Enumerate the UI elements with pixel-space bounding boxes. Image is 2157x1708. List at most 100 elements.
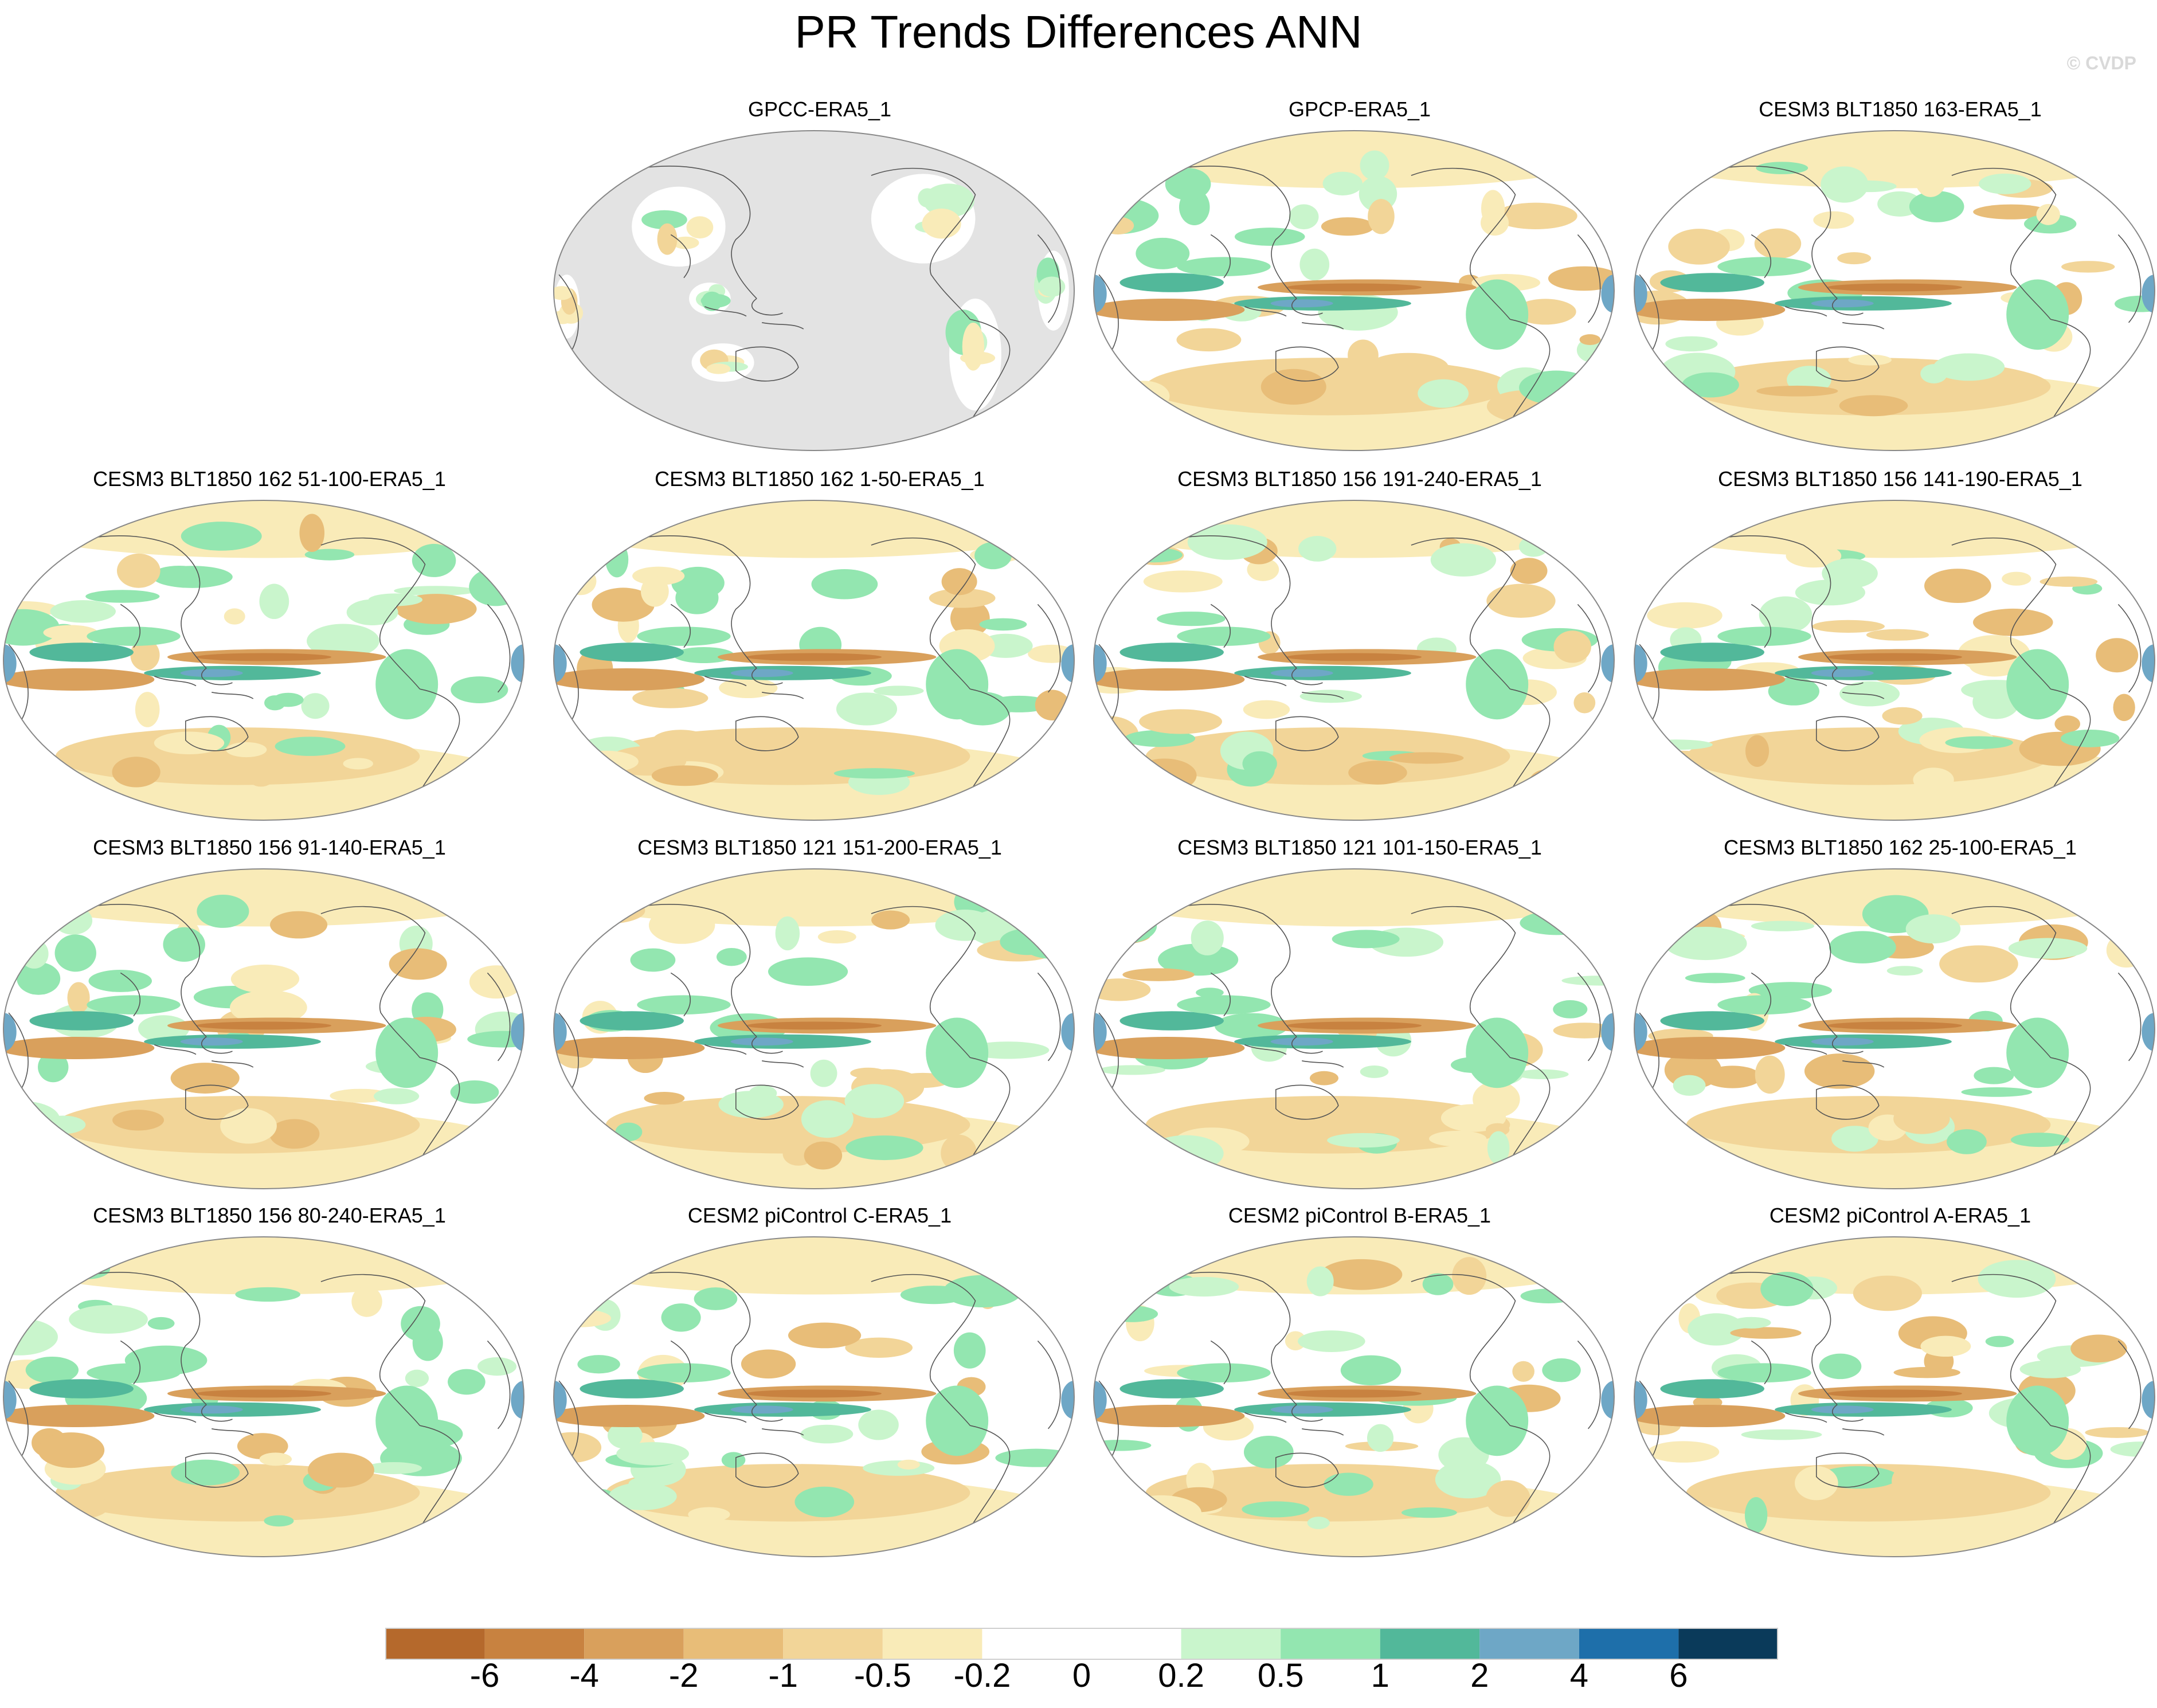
colorbar-label: 1 [1371, 1657, 1389, 1694]
trend-field [1748, 982, 1833, 999]
trend-field [817, 930, 856, 944]
coastline [1037, 234, 1061, 323]
trend-field [1486, 1480, 1530, 1517]
trend-field [180, 1405, 243, 1414]
trend-field [1016, 1279, 1074, 1303]
trend-field [1332, 930, 1400, 949]
trend-field [565, 1259, 590, 1280]
coastline [670, 1340, 691, 1385]
trend-field [730, 1405, 793, 1414]
trend-field [922, 208, 961, 239]
coastline [2117, 234, 2142, 323]
trend-field [1191, 920, 1224, 955]
trend-field [1143, 570, 1223, 593]
trend-field [926, 1017, 989, 1088]
trend-field [554, 644, 567, 683]
coastline [2117, 1340, 2142, 1429]
trend-field [29, 643, 134, 662]
trend-field [688, 1507, 730, 1522]
trend-field [1933, 353, 2005, 381]
coastline [1577, 972, 1601, 1061]
trend-field [1418, 379, 1469, 408]
trend-field [1169, 1276, 1239, 1297]
panel-title: CESM3 BLT1850 121 101-150-ERA5_1 [1177, 836, 1542, 859]
colorbar-swatch [385, 1628, 485, 1660]
trend-field [304, 549, 355, 561]
trend-field [1760, 1271, 1814, 1306]
trend-field [154, 566, 205, 582]
trend-field [1866, 629, 1929, 641]
trend-field [87, 626, 181, 646]
coastline [201, 668, 233, 685]
panel-title: CESM2 piControl A-ERA5_1 [1769, 1204, 2031, 1227]
trend-field [247, 767, 275, 787]
trend-field [926, 649, 989, 720]
trend-field [1177, 995, 1271, 1014]
trend-field [1905, 914, 1961, 944]
colorbar-label: 0.5 [1257, 1657, 1304, 1694]
trend-field [801, 1100, 854, 1138]
map-panel: CESM3 BLT1850 121 101-150-ERA5_1 [1090, 836, 1629, 1208]
trend-field [1826, 1021, 1963, 1030]
coastline [201, 1036, 233, 1054]
coastline [2045, 1057, 2091, 1170]
trend-field [1148, 1135, 1224, 1172]
trend-field [1804, 1053, 1875, 1089]
trend-field [130, 639, 160, 671]
trend-field [926, 1385, 989, 1456]
trend-field [1136, 237, 1190, 269]
trend-field [941, 568, 977, 596]
trend-field [1094, 668, 1245, 691]
coastline [2045, 319, 2091, 432]
trend-field [986, 695, 1052, 712]
trend-field [1494, 202, 1577, 229]
map-panel: CESM2 piControl A-ERA5_1 [1631, 1204, 2157, 1576]
trend-field [375, 1385, 439, 1456]
coastline [1037, 604, 1061, 693]
trend-field [1389, 752, 1464, 764]
trend-field [1270, 1405, 1333, 1414]
trend-field [170, 1063, 240, 1094]
map-border [553, 500, 1075, 821]
map-plot [1634, 1236, 2155, 1557]
trend-field [1512, 1361, 1534, 1382]
coastline [320, 906, 426, 1058]
trend-field [1519, 370, 1594, 405]
trend-field [2061, 261, 2115, 273]
trend-field [259, 1452, 292, 1466]
trend-field [1634, 275, 1647, 314]
trend-field [1430, 543, 1497, 577]
trend-field [573, 750, 639, 773]
trend-field [299, 514, 325, 553]
coastline [704, 306, 804, 330]
coastline [1037, 1340, 1061, 1429]
trend-field [746, 653, 882, 661]
coastline [1098, 274, 1119, 355]
trend-field [1307, 1517, 1330, 1529]
trend-field [1038, 276, 1066, 297]
coastline [1210, 234, 1231, 279]
map-panel: CESM3 BLT1850 162 51-100-ERA5_1 [0, 467, 539, 840]
trend-field [1106, 1306, 1158, 1322]
trend-field [50, 600, 116, 623]
trend-field [1745, 735, 1770, 767]
trend-field [1541, 904, 1614, 916]
map-background [554, 131, 1074, 450]
trend-field [1320, 1259, 1403, 1290]
trend-field [375, 1017, 439, 1088]
coastline [8, 1012, 29, 1094]
trend-field [962, 322, 985, 371]
trend-field [1634, 1131, 1689, 1147]
trend-field [180, 1037, 243, 1046]
trend-field [368, 593, 423, 606]
trend-field [1686, 1464, 2051, 1522]
colorbar-labels: -6 -4 -2 -1 -0.5 -0.2 0 0.2 0.5 1 2 4 6 [0, 1656, 2157, 1702]
trend-field [2006, 649, 2069, 720]
map-panel: CESM3 BLT1850 156 141-190-ERA5_1 [1631, 467, 2157, 840]
trend-field [1196, 988, 1224, 998]
trend-field [181, 522, 262, 551]
panel-title: CESM2 piControl C-ERA5_1 [687, 1204, 952, 1227]
map-plot [3, 868, 524, 1189]
trend-field [923, 183, 975, 218]
trend-field [1299, 248, 1330, 281]
